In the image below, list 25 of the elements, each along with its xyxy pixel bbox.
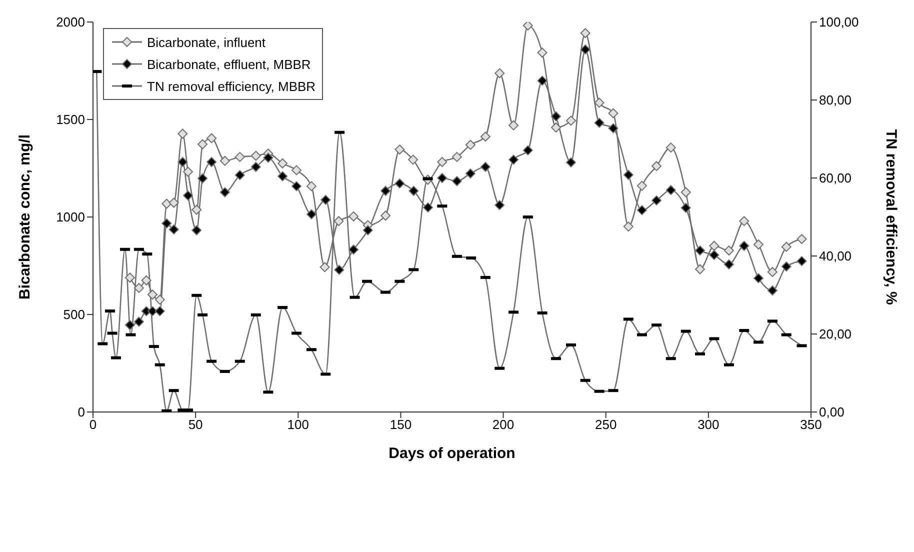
- y-tick-label: 1500: [56, 112, 85, 128]
- y2-axis-title: TN removal efficiency, %: [882, 129, 900, 305]
- y-axis-title: Bicarbonate conc, mg/l: [16, 134, 34, 300]
- x-tick-label: 300: [698, 417, 720, 432]
- legend-label: TN removal efficiency, MBBR: [147, 78, 316, 94]
- x-tick-label: 50: [188, 417, 203, 432]
- y2-tick-label: 20,00: [819, 326, 852, 342]
- y2-tick-label: 80,00: [819, 92, 852, 108]
- x-tick-label: 100: [287, 417, 309, 432]
- y-tick-label: 500: [63, 307, 85, 322]
- x-axis-title: Days of operation: [388, 445, 516, 462]
- x-tick-label: 0: [89, 417, 97, 432]
- legend-label: Bicarbonate, influent: [147, 34, 266, 50]
- x-tick-label: 150: [390, 417, 412, 432]
- y-tick-label: 0: [78, 404, 85, 420]
- y2-tick-label: 40,00: [819, 248, 852, 264]
- x-tick-label: 250: [595, 417, 617, 432]
- y2-tick-label: 100,00: [819, 14, 859, 30]
- y2-tick-label: 60,00: [819, 170, 852, 186]
- y2-tick-label: 0,00: [819, 404, 844, 420]
- y-tick-label: 1000: [56, 210, 85, 225]
- x-tick-label: 200: [492, 417, 514, 432]
- legend-label: Bicarbonate, effluent, MBBR: [147, 56, 311, 72]
- y-tick-label: 2000: [56, 14, 85, 30]
- x-tick-label: 350: [800, 417, 822, 432]
